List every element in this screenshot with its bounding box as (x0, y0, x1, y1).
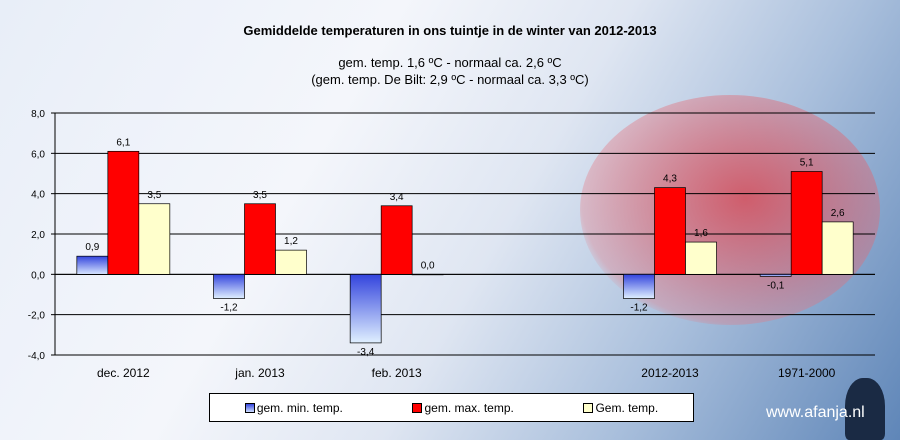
bar-gem (411, 273, 444, 276)
data-label: 4,3 (663, 174, 677, 185)
bar-gem (138, 203, 171, 275)
data-label: 6,1 (116, 137, 130, 148)
data-label: 2,6 (831, 208, 845, 219)
data-label: -3,4 (357, 347, 375, 358)
silhouette-logo (845, 378, 885, 440)
legend-item-max: gem. max. temp. (412, 401, 514, 415)
bar-max (790, 171, 823, 275)
data-label: 0,0 (421, 260, 435, 271)
x-tick-label: jan. 2013 (234, 366, 285, 380)
data-label: 0,9 (85, 242, 99, 253)
bar-max (244, 203, 276, 275)
bar-max (654, 187, 686, 275)
data-label: -1,2 (630, 303, 648, 314)
x-tick-label: 1971-2000 (778, 366, 836, 380)
legend-item-min: gem. min. temp. (244, 401, 343, 415)
chart-title: Gemiddelde temperaturen in ons tuintje i… (243, 23, 657, 38)
y-tick-label: 2,0 (31, 230, 45, 241)
y-tick-label: -4,0 (28, 351, 46, 362)
bar-min (759, 273, 792, 277)
watermark: www.afanja.nl (766, 404, 865, 421)
data-label: 5,1 (800, 157, 814, 168)
data-label: -1,2 (220, 303, 238, 314)
legend-item-gem: Gem. temp. (583, 401, 658, 415)
bar-min (76, 255, 109, 275)
y-tick-label: 8,0 (31, 109, 45, 120)
y-tick-label: 6,0 (31, 149, 45, 160)
data-label: 1,6 (694, 228, 708, 239)
x-tick-label: feb. 2013 (372, 366, 422, 380)
bar-max (380, 205, 413, 275)
y-tick-label: 0,0 (31, 270, 45, 281)
x-tick-label: 2012-2013 (641, 366, 699, 380)
bar-min (213, 273, 245, 299)
bar-max (107, 150, 140, 275)
chart-subtitle-1: gem. temp. 1,6 ºC - normaal ca. 2,6 ºC (338, 55, 562, 70)
y-tick-label: -2,0 (28, 311, 46, 322)
bar-min (623, 273, 655, 299)
legend: gem. min. temp. gem. max. temp. Gem. tem… (209, 393, 694, 422)
bar-gem (275, 249, 307, 275)
data-label: 3,5 (253, 190, 267, 201)
bar-gem (685, 241, 717, 275)
data-label: 3,5 (147, 190, 161, 201)
data-label: -0,1 (767, 280, 785, 291)
data-label: 1,2 (284, 236, 298, 247)
bar-min (349, 273, 382, 344)
bar-gem (821, 221, 854, 275)
x-tick-label: dec. 2012 (97, 366, 150, 380)
data-label: 3,4 (390, 192, 404, 203)
y-tick-label: 4,0 (31, 190, 45, 201)
chart-subtitle-2: (gem. temp. De Bilt: 2,9 ºC - normaal ca… (311, 72, 589, 87)
